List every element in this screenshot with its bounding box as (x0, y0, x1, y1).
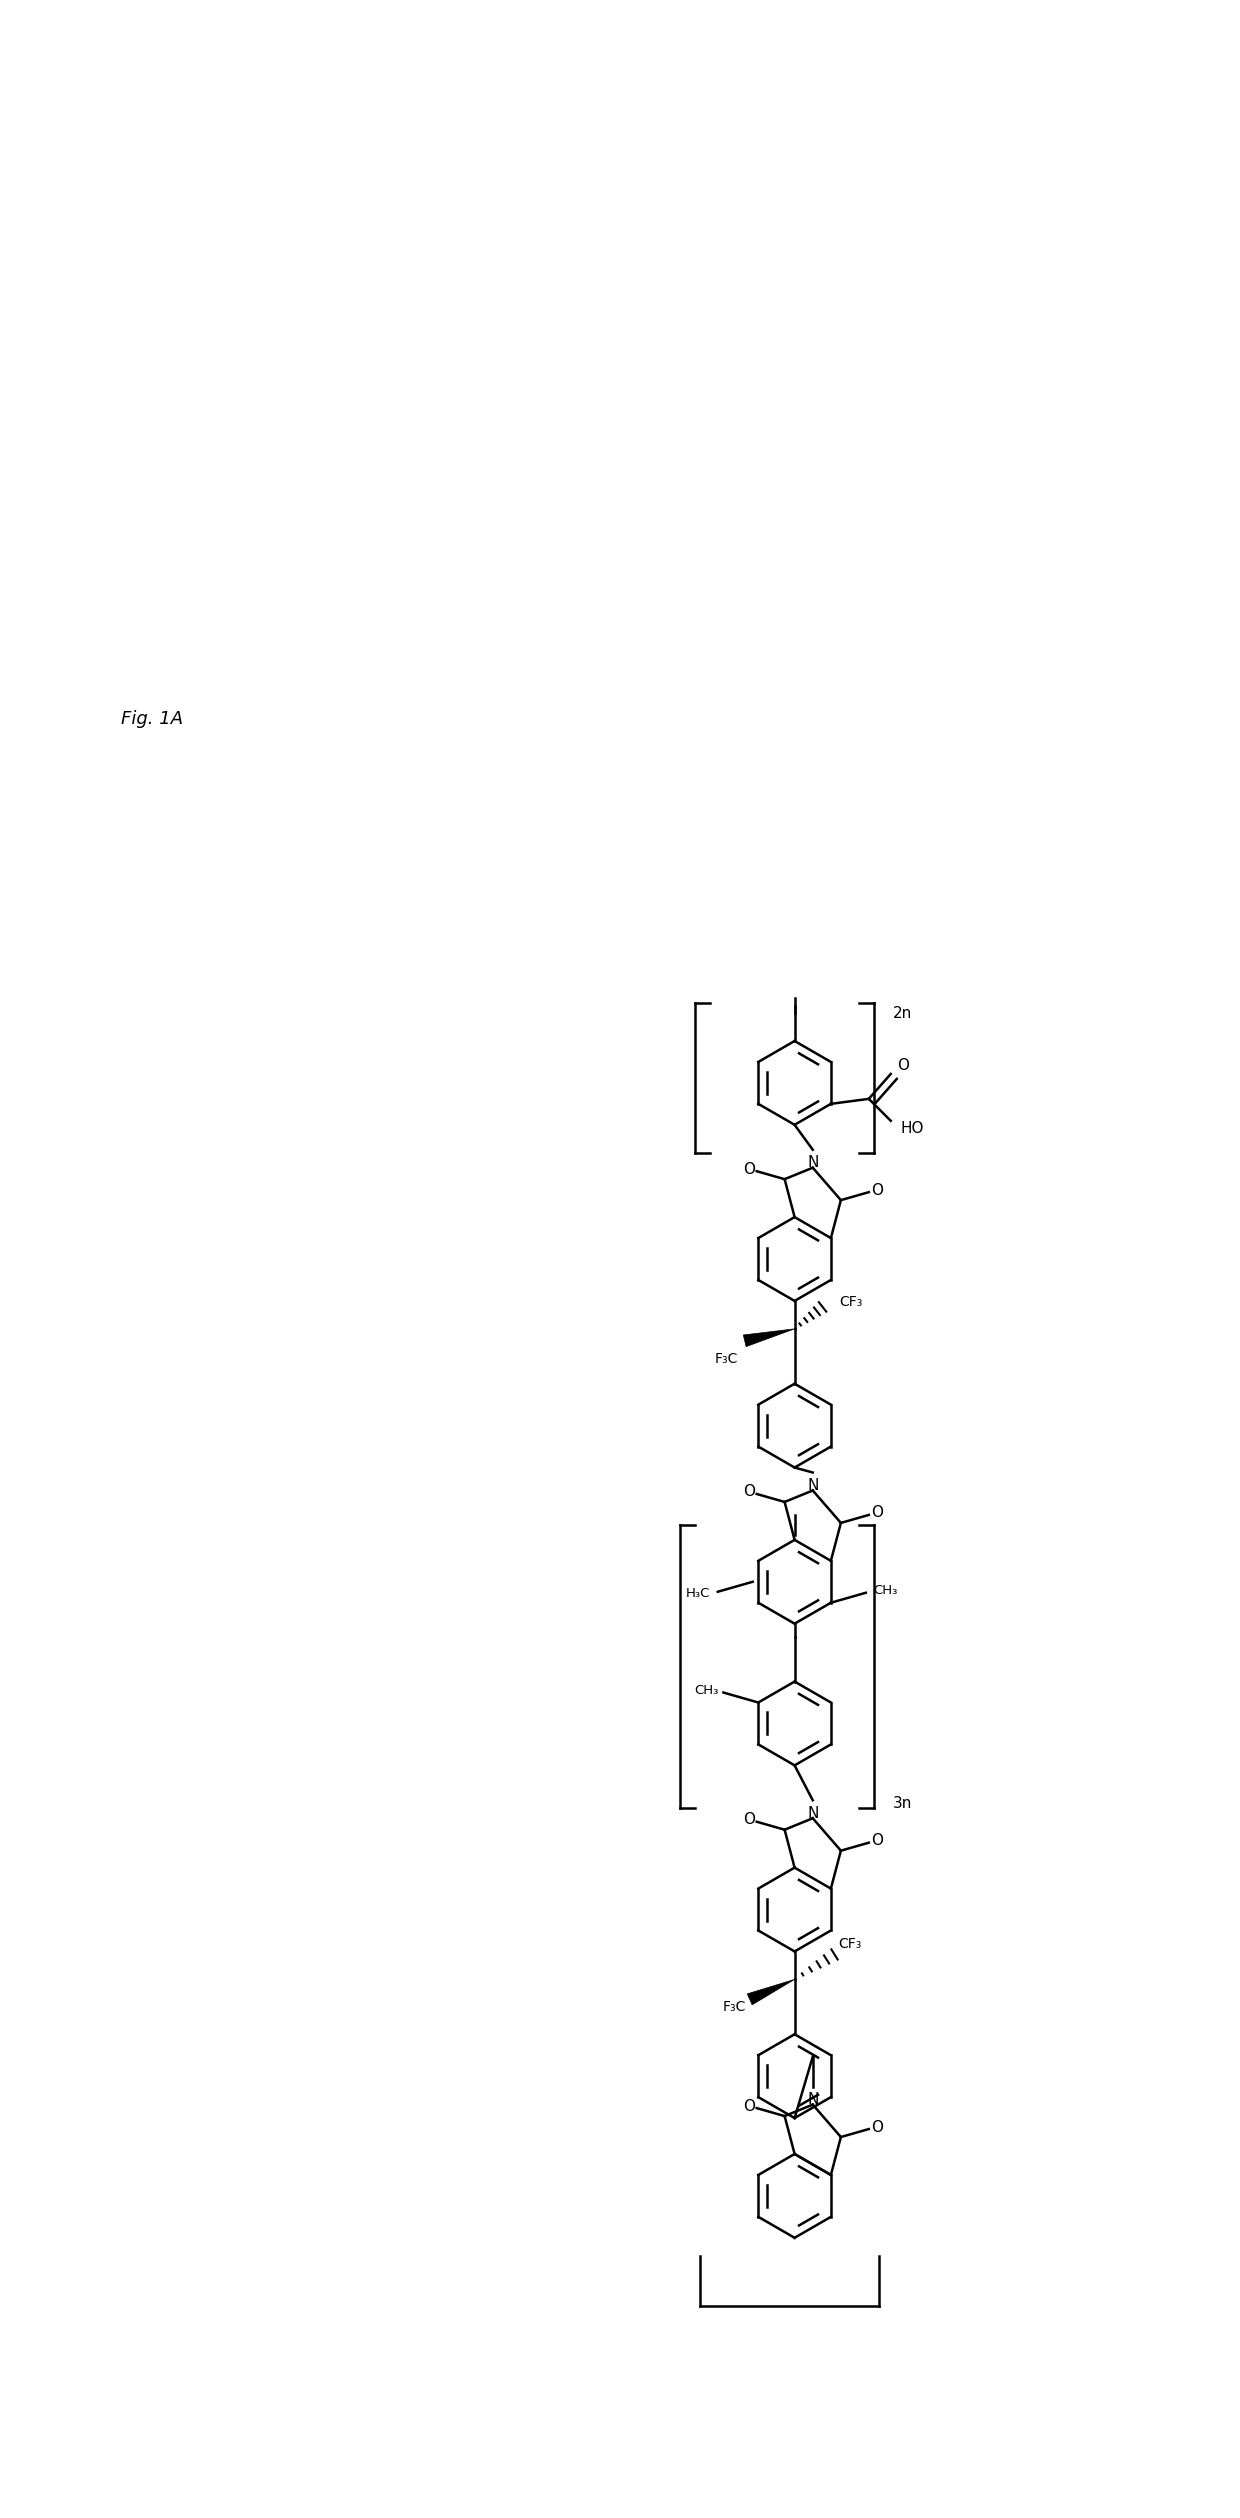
Text: O: O (743, 1486, 755, 1501)
Text: 3n: 3n (893, 1795, 911, 1810)
Text: O: O (870, 1833, 883, 1848)
Text: CH₃: CH₃ (694, 1685, 719, 1697)
Text: Fig. 1A: Fig. 1A (122, 710, 184, 728)
Text: F₃C: F₃C (723, 1999, 746, 2014)
Text: N: N (807, 1805, 818, 1821)
Text: HO: HO (901, 1121, 925, 1136)
Text: CH₃: CH₃ (874, 1584, 898, 1596)
Polygon shape (743, 1330, 795, 1347)
Text: O: O (897, 1058, 909, 1073)
Text: CF₃: CF₃ (838, 1294, 862, 1309)
Text: F₃C: F₃C (715, 1352, 739, 1365)
Text: O: O (870, 1506, 883, 1521)
Text: H₃C: H₃C (686, 1586, 711, 1601)
Text: O: O (743, 1161, 755, 1176)
Text: N: N (807, 1156, 818, 1171)
Text: CF₃: CF₃ (838, 1936, 861, 1951)
Text: N: N (807, 2092, 818, 2108)
Text: O: O (743, 2097, 755, 2113)
Text: N: N (807, 1478, 818, 1493)
Text: O: O (870, 1183, 883, 1199)
Text: O: O (870, 2120, 883, 2135)
Text: 2n: 2n (893, 1005, 911, 1020)
Polygon shape (748, 1979, 795, 2004)
Text: O: O (743, 1813, 755, 1828)
